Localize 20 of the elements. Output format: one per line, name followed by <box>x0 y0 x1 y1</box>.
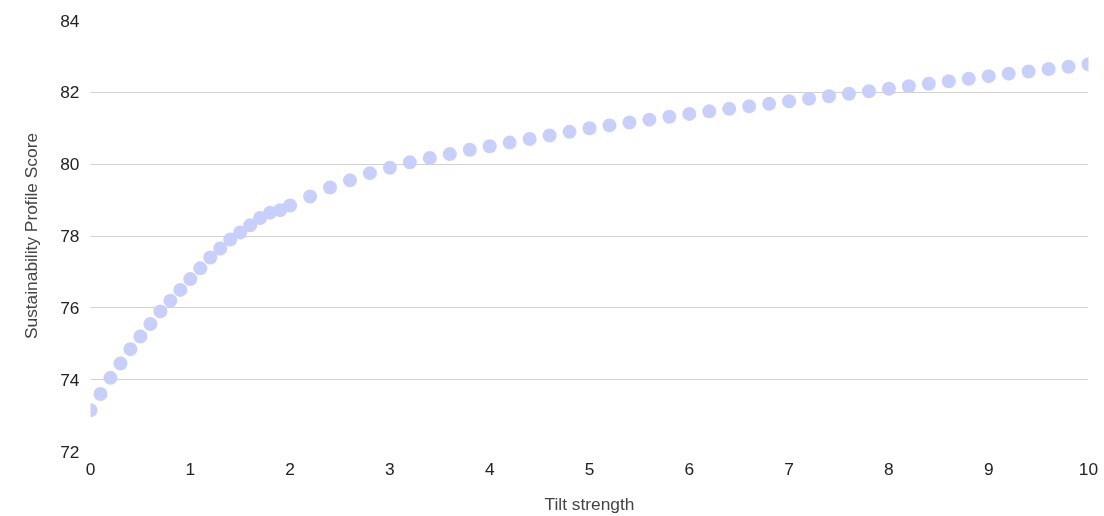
y-tick-label: 78 <box>60 226 80 246</box>
x-tick-label: 9 <box>983 458 994 479</box>
x-tick-label: 8 <box>884 458 894 479</box>
y-axis-title: Sustainability Profile Score <box>21 132 42 340</box>
x-tick-label: 0 <box>85 458 96 479</box>
x-tick-label: 7 <box>784 458 794 479</box>
y-tick-label: 72 <box>60 441 80 462</box>
y-tick-label: 84 <box>60 10 80 31</box>
x-tick-label: 1 <box>185 458 196 479</box>
y-tick-label: 82 <box>60 82 80 103</box>
x-tick-label: 4 <box>484 458 495 479</box>
y-tick-label: 76 <box>60 297 80 318</box>
x-tick-label: 3 <box>385 458 395 479</box>
y-tick-label: 74 <box>60 369 80 390</box>
y-tick-label: 80 <box>60 154 80 175</box>
x-axis-title: Tilt strength <box>544 493 635 514</box>
x-tick-label: 6 <box>684 458 695 479</box>
x-tick-label: 2 <box>285 458 295 479</box>
x-tick-label: 5 <box>584 458 595 479</box>
x-tick-label: 10 <box>1078 458 1099 479</box>
